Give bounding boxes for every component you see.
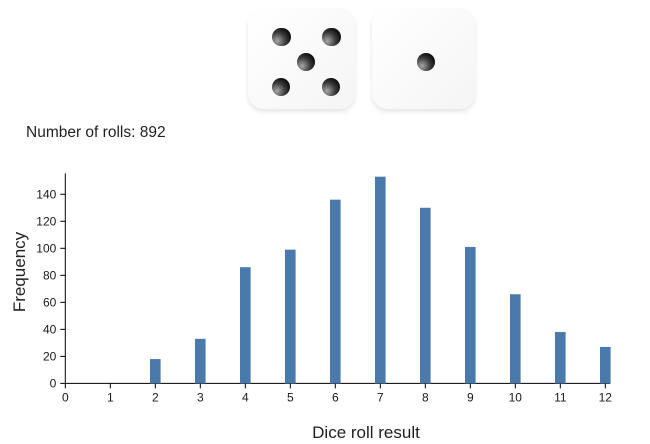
svg-text:10: 10: [509, 390, 523, 404]
svg-text:9: 9: [467, 390, 474, 404]
svg-text:60: 60: [43, 295, 57, 309]
svg-text:3: 3: [197, 390, 204, 404]
svg-text:12: 12: [599, 390, 613, 404]
svg-text:Frequency: Frequency: [10, 231, 29, 312]
svg-text:5: 5: [287, 390, 294, 404]
svg-text:4: 4: [242, 390, 249, 404]
svg-text:8: 8: [422, 390, 429, 404]
svg-text:0: 0: [50, 376, 57, 390]
svg-text:1: 1: [107, 390, 114, 404]
svg-text:100: 100: [36, 241, 56, 255]
svg-text:11: 11: [554, 390, 567, 404]
svg-text:7: 7: [377, 390, 384, 404]
svg-text:120: 120: [36, 214, 56, 228]
svg-text:140: 140: [36, 187, 56, 201]
svg-text:6: 6: [332, 390, 339, 404]
svg-text:80: 80: [43, 268, 57, 282]
svg-text:Dice roll result: Dice roll result: [312, 423, 420, 442]
svg-text:0: 0: [62, 390, 69, 404]
svg-text:40: 40: [43, 322, 57, 336]
svg-text:2: 2: [152, 390, 159, 404]
svg-text:20: 20: [43, 349, 57, 363]
